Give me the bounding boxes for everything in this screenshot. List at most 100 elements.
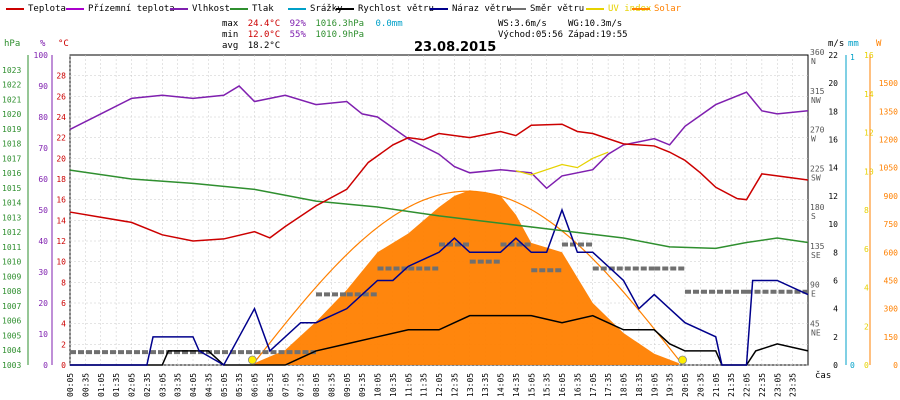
tick-dir: 360	[810, 48, 825, 57]
legend-label: Solar	[654, 4, 682, 14]
tick-hpa: 1023	[2, 66, 21, 75]
tick-dir: 180	[810, 203, 825, 212]
solar-area	[254, 190, 679, 365]
axis-label-celsius: °C	[58, 39, 69, 49]
tick-time: 00:05	[66, 373, 75, 397]
tick-w: 1350	[879, 107, 898, 116]
tick-time: 22:35	[758, 373, 767, 397]
tick-time: 17:35	[604, 373, 613, 397]
tick-hpa: 1003	[2, 361, 21, 370]
tick-time: 13:05	[466, 373, 475, 397]
series-line-Rychlost-větru	[70, 314, 809, 366]
tick-time: 03:35	[174, 373, 183, 397]
tick-celsius: 6	[61, 299, 66, 308]
legend-item-0: Teplota	[6, 4, 66, 16]
axis-label-pct: %	[40, 39, 46, 49]
tick-hpa: 1004	[2, 346, 21, 355]
tick-dir: 315	[810, 87, 825, 96]
tick-dir-compass: S	[811, 212, 816, 221]
tick-celsius: 14	[56, 216, 66, 225]
tick-pct: 100	[34, 51, 49, 60]
solar-theoretical-line	[251, 190, 683, 366]
tick-dir-compass: NE	[811, 328, 821, 337]
tick-hpa: 1020	[2, 110, 21, 119]
sunset-stat: Západ:19:55	[568, 30, 628, 40]
tick-time: 04:05	[189, 373, 198, 397]
tick-celsius: 12	[56, 237, 66, 246]
tick-time: 16:35	[573, 373, 582, 397]
tick-dir: 45	[810, 319, 820, 328]
tick-time: 01:05	[97, 373, 106, 397]
tick-w: 0	[893, 361, 898, 370]
tick-uv: 10	[864, 167, 874, 176]
tick-hpa: 1008	[2, 287, 21, 296]
legend-swatch	[66, 8, 84, 10]
tick-time: 05:05	[220, 373, 229, 397]
tick-hpa: 1013	[2, 213, 21, 222]
tick-pct: 60	[38, 175, 48, 184]
tick-time: 10:05	[374, 373, 383, 397]
tick-dir: 270	[810, 126, 825, 135]
stats-max-rain: 0.0mm	[375, 19, 403, 29]
tick-pct: 80	[38, 113, 48, 122]
tick-time: 20:05	[681, 373, 690, 397]
tick-time: 18:35	[635, 373, 644, 397]
tick-w: 1050	[879, 164, 898, 173]
stats-max-temp: 24.4°C	[247, 19, 281, 29]
tick-hpa: 1017	[2, 154, 21, 163]
tick-w: 450	[884, 276, 899, 285]
tick-hpa: 1014	[2, 199, 21, 208]
tick-ms: 2	[833, 333, 838, 342]
chart-title: 23.08.2015	[414, 40, 497, 55]
tick-time: 09:05	[343, 373, 352, 397]
tick-dir: 135	[810, 242, 825, 251]
tick-time: 20:35	[696, 373, 705, 397]
tick-mm: 1	[850, 53, 855, 62]
tick-time: 04:35	[204, 373, 213, 397]
tick-time: 22:05	[743, 373, 752, 397]
legend-swatch	[336, 8, 354, 10]
tick-time: 14:35	[512, 373, 521, 397]
tick-hpa: 1022	[2, 81, 21, 90]
tick-ms: 20	[828, 79, 838, 88]
stats-max-label: max	[222, 19, 239, 29]
tick-celsius: 28	[56, 72, 66, 81]
tick-time: 05:35	[235, 373, 244, 397]
tick-ms: 16	[828, 136, 838, 145]
stats-min-temp: 12.0°C	[247, 30, 281, 40]
tick-hpa: 1012	[2, 228, 21, 237]
legend-label: Rychlost větru	[358, 4, 434, 14]
tick-celsius: 16	[56, 196, 66, 205]
sunrise-marker	[247, 355, 257, 365]
tick-time: 18:05	[620, 373, 629, 397]
legend-label: Přízemní teplota	[88, 4, 175, 14]
stats-avg-row: avg 18.2°C	[222, 41, 280, 51]
legend-label: Srážky	[310, 4, 343, 14]
wind-gust-stat: WG:10.3m/s	[568, 19, 623, 29]
tick-hpa: 1015	[2, 184, 21, 193]
tick-time: 23:05	[773, 373, 782, 397]
axis-label-hpa: hPa	[4, 39, 20, 49]
stats-max-row: max 24.4°C 92% 1016.3hPa 0.0mm	[222, 19, 403, 29]
tick-celsius: 4	[61, 320, 66, 329]
tick-hpa: 1007	[2, 302, 21, 311]
tick-time: 06:05	[251, 373, 260, 397]
axis-label-ms: m/s	[828, 39, 844, 49]
tick-uv: 4	[864, 284, 869, 293]
tick-pct: 10	[38, 330, 48, 339]
legend-item-3: Tlak	[230, 4, 274, 16]
legend-swatch	[6, 8, 24, 10]
legend-label: Vlhkost	[192, 4, 230, 14]
legend-swatch	[430, 8, 448, 10]
tick-time: 11:35	[420, 373, 429, 397]
tick-time: 08:35	[327, 373, 336, 397]
tick-hpa: 1019	[2, 125, 21, 134]
tick-uv: 14	[864, 90, 874, 99]
axis-label-mm: mm	[848, 39, 859, 49]
tick-time: 21:05	[712, 373, 721, 397]
tick-time: 12:35	[450, 373, 459, 397]
tick-hpa: 1006	[2, 317, 21, 326]
legend-item-9: Solar	[632, 4, 681, 16]
series-line-Vlhkost	[69, 85, 809, 190]
tick-time: 15:35	[543, 373, 552, 397]
